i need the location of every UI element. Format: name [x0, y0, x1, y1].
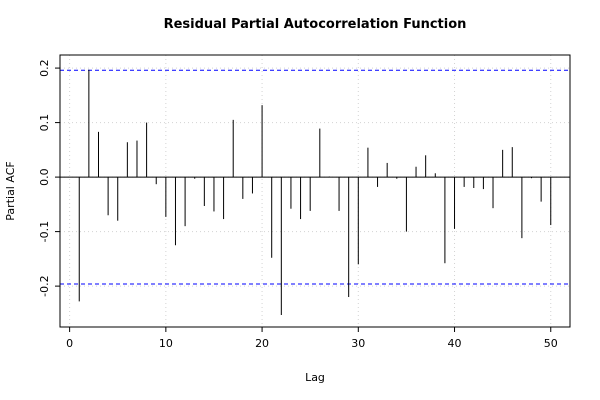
x-tick-label: 50 — [544, 337, 558, 350]
x-tick-label: 40 — [448, 337, 462, 350]
y-tick-label: -0.1 — [38, 221, 51, 242]
y-tick-label: 0.1 — [38, 114, 51, 132]
chart-title: Residual Partial Autocorrelation Functio… — [164, 17, 467, 32]
y-tick-label: 0.0 — [38, 168, 51, 186]
y-axis-label: Partial ACF — [4, 161, 17, 220]
x-axis-label: Lag — [305, 371, 325, 384]
y-tick-label: -0.2 — [38, 275, 51, 296]
x-tick-label: 0 — [66, 337, 73, 350]
plot-frame — [59, 54, 571, 328]
x-tick-label: 30 — [351, 337, 365, 350]
x-tick-label: 20 — [255, 337, 269, 350]
y-tick-label: 0.2 — [38, 59, 51, 77]
x-tick-label: 10 — [159, 337, 173, 350]
